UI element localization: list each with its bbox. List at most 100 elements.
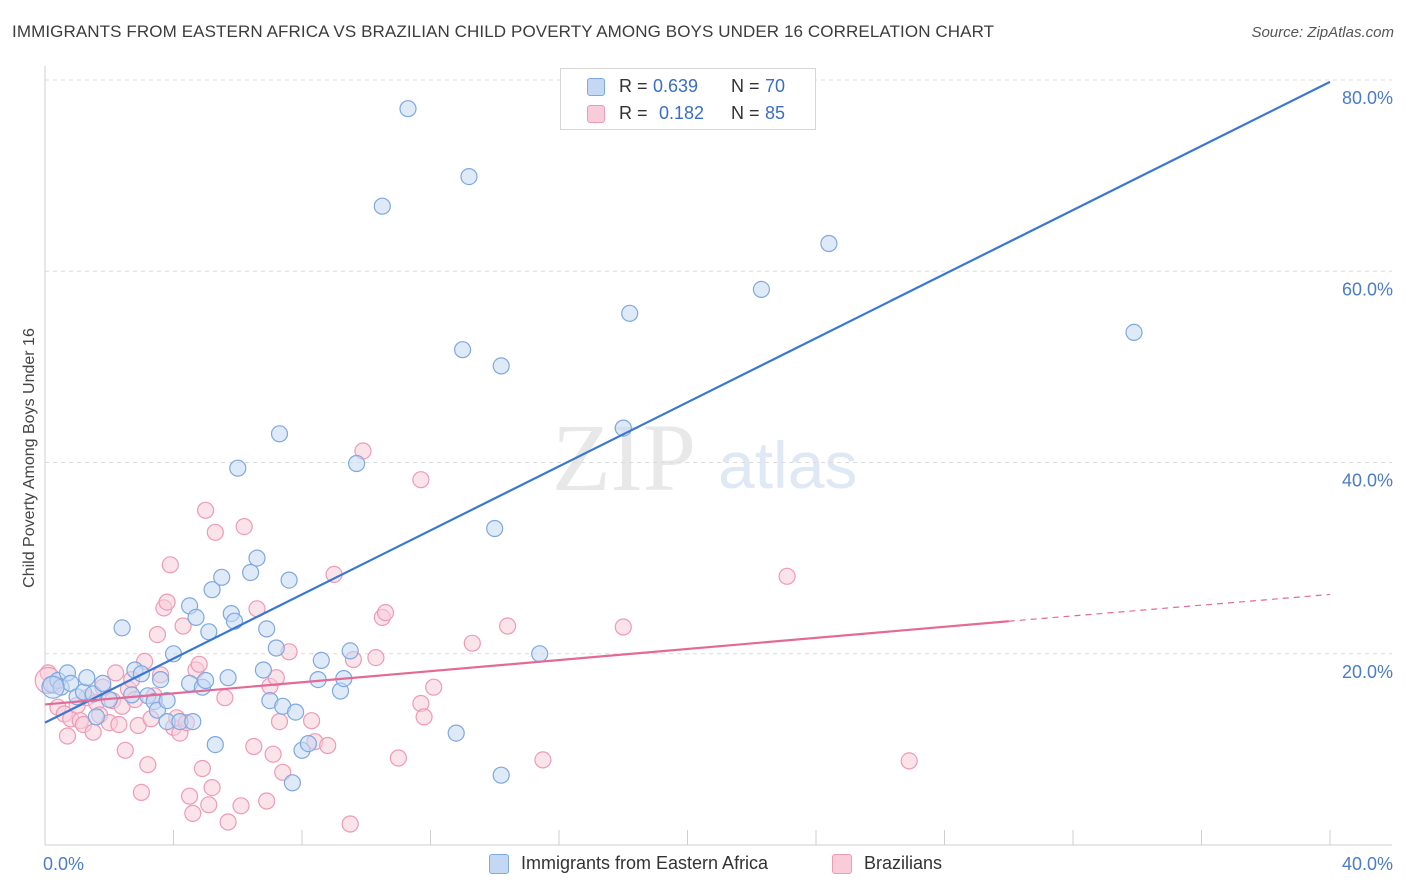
- eastern-africa-point: [123, 686, 141, 704]
- brazilians-point: [258, 792, 276, 810]
- brazilians-point: [341, 815, 359, 833]
- eastern-africa-point: [447, 724, 465, 742]
- eastern-africa-point: [348, 454, 366, 473]
- brazilians-point: [58, 727, 77, 745]
- eastern-africa-point: [158, 691, 176, 710]
- y-axis-title: Child Poverty Among Boys Under 16: [21, 328, 38, 588]
- brazilians-point: [158, 593, 176, 611]
- brazilians-trend-line: [44, 620, 1009, 706]
- eastern-africa-point: [258, 620, 276, 638]
- legend-r-value: 0.182: [659, 103, 705, 123]
- brazilians-point: [132, 783, 150, 802]
- eastern-africa-point: [187, 608, 205, 627]
- x-tick-label: 40.0%: [1342, 854, 1393, 874]
- brazilians-point: [274, 763, 292, 781]
- eastern-africa-point: [152, 670, 170, 689]
- axes: [44, 66, 1392, 846]
- eastern-africa-point: [219, 669, 237, 687]
- brazilians-point: [267, 669, 285, 687]
- chart-title: IMMIGRANTS FROM EASTERN AFRICA VS BRAZIL…: [12, 22, 995, 41]
- eastern-africa-point: [460, 168, 478, 186]
- brazilians-point: [216, 689, 234, 707]
- eastern-africa-point: [270, 425, 289, 443]
- eastern-africa-point: [280, 571, 298, 589]
- eastern-africa-point: [113, 619, 131, 637]
- legend-swatch-pink: [587, 105, 605, 123]
- brazilians-point: [206, 523, 224, 541]
- watermark-atlas: atlas: [718, 428, 857, 502]
- eastern-africa-point: [229, 459, 247, 477]
- eastern-africa-point: [225, 612, 244, 630]
- eastern-africa-trend-line: [44, 80, 1331, 724]
- y-tick-label: 60.0%: [1342, 279, 1393, 299]
- brazilians-trend-extension: [1008, 593, 1331, 622]
- brazilians-point: [203, 778, 221, 797]
- brazilians-point: [389, 749, 407, 767]
- bottom-legend-swatch-blue: [489, 854, 509, 874]
- correlation-legend: R = 0.639 N = 70 R = 0.182 N = 85: [560, 68, 816, 130]
- brazilians-point: [325, 565, 343, 584]
- eastern-africa-point: [184, 712, 202, 731]
- eastern-africa-point: [213, 568, 231, 586]
- brazilians-point: [270, 712, 289, 731]
- brazilians-point: [107, 664, 125, 682]
- brazilians-point: [367, 648, 385, 667]
- source-label: Source: ZipAtlas.com: [1251, 24, 1394, 41]
- brazilians-point: [900, 752, 918, 770]
- bottom-legend-label: Immigrants from Eastern Africa: [521, 853, 769, 873]
- eastern-africa-point: [492, 357, 510, 375]
- brazilians-point: [245, 737, 263, 756]
- eastern-africa-point: [203, 581, 221, 599]
- brazilians-point: [376, 603, 395, 622]
- eastern-africa-point: [287, 703, 305, 721]
- brazilians-point: [319, 736, 337, 755]
- bottom-legend-swatch-pink: [832, 854, 852, 874]
- brazilians-point: [463, 634, 481, 652]
- brazilians-point: [412, 471, 430, 489]
- eastern-africa-point: [41, 675, 65, 699]
- legend-r-label: R =: [619, 103, 648, 123]
- eastern-africa-point: [752, 280, 771, 298]
- eastern-africa-point: [341, 642, 359, 660]
- eastern-africa-point: [399, 100, 417, 118]
- eastern-africa-point: [267, 639, 285, 657]
- brazilians-point: [235, 517, 253, 536]
- y-tick-labels: 20.0% 40.0% 60.0% 80.0%: [1342, 88, 1393, 682]
- bottom-legend-label: Brazilians: [864, 853, 943, 873]
- legend-n-label: N =: [731, 76, 760, 96]
- legend-n-value: 85: [765, 103, 786, 123]
- eastern-africa-point: [242, 563, 260, 582]
- brazilians-point: [232, 797, 250, 815]
- brazilians-point: [116, 741, 134, 759]
- legend-n-value: 70: [765, 76, 786, 96]
- eastern-africa-point: [312, 651, 330, 670]
- x-tick-label: 0.0%: [43, 854, 84, 874]
- eastern-africa-point: [87, 708, 106, 726]
- eastern-africa-point: [299, 734, 317, 753]
- eastern-africa-point: [94, 674, 112, 693]
- brazilians-point: [84, 723, 102, 741]
- brazilians-point: [148, 625, 166, 644]
- x-tick-labels: 0.0% 40.0%: [43, 854, 1393, 874]
- brazilians-point: [174, 617, 192, 635]
- brazilians-point: [197, 501, 215, 519]
- brazilians-point: [200, 796, 218, 814]
- y-tick-label: 80.0%: [1342, 88, 1393, 108]
- brazilians-point: [190, 655, 208, 673]
- brazilians-point: [161, 556, 179, 574]
- y-tick-label: 20.0%: [1342, 662, 1393, 682]
- legend-r-value: 0.639: [653, 76, 699, 96]
- brazilians-point: [184, 804, 202, 823]
- eastern-africa-point: [820, 234, 838, 253]
- eastern-africa-point: [283, 774, 301, 792]
- brazilians-point: [219, 813, 237, 831]
- legend-swatch-blue: [587, 78, 605, 96]
- eastern-africa-point: [373, 197, 391, 215]
- eastern-africa-point: [1125, 323, 1143, 341]
- brazilians-point: [534, 751, 552, 769]
- eastern-africa-point: [78, 669, 96, 687]
- eastern-africa-point: [206, 735, 224, 754]
- brazilians-point: [778, 567, 796, 585]
- trend-lines: [44, 80, 1331, 724]
